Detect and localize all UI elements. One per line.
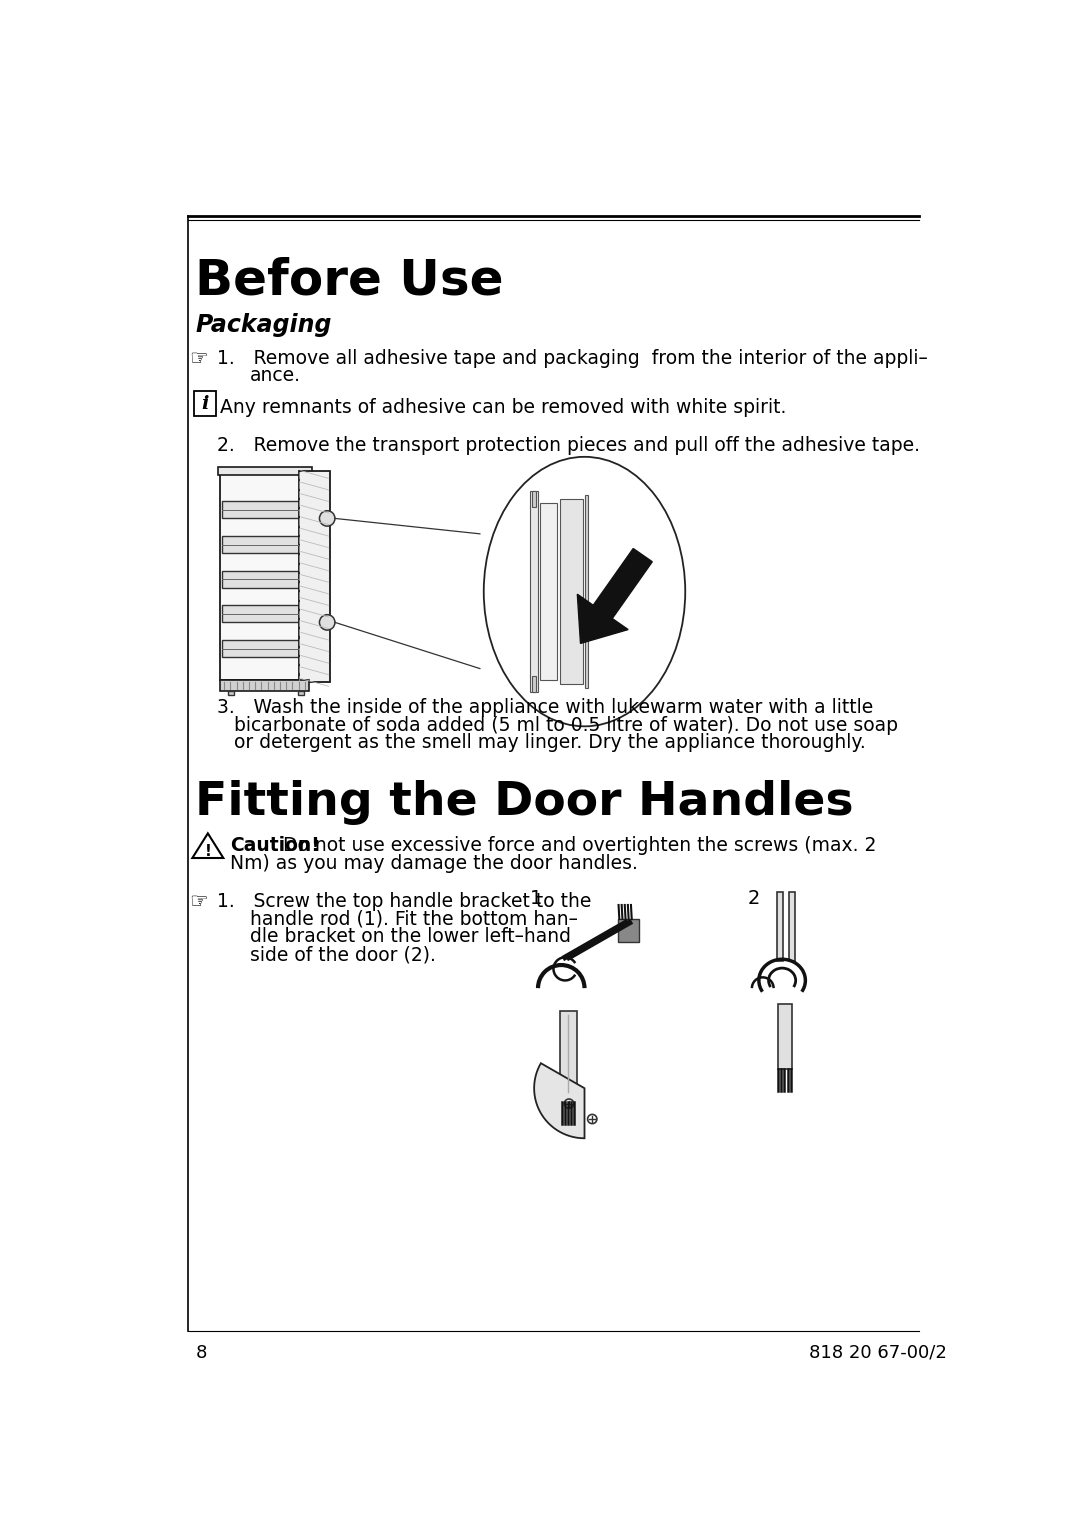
Text: 1. Remove all adhesive tape and packaging  from the interior of the appli–: 1. Remove all adhesive tape and packagin… (217, 349, 928, 368)
Bar (221, 605, 299, 622)
Bar (559, 498, 583, 683)
Circle shape (565, 1099, 573, 1109)
Polygon shape (578, 549, 652, 644)
Bar (584, 495, 589, 688)
Bar (530, 491, 538, 691)
Bar (228, 691, 234, 694)
Bar (789, 891, 795, 962)
Bar (299, 471, 330, 682)
Text: handle rod (1). Fit the bottom han–: handle rod (1). Fit the bottom han– (249, 910, 578, 928)
Bar (298, 691, 303, 694)
Circle shape (588, 1115, 597, 1124)
Bar (220, 680, 309, 691)
Text: Any remnants of adhesive can be removed with white spirit.: Any remnants of adhesive can be removed … (220, 398, 786, 416)
Bar (221, 537, 299, 553)
Text: 2: 2 (747, 888, 759, 908)
Polygon shape (192, 833, 224, 858)
Text: ☞: ☞ (189, 349, 208, 368)
Bar (218, 466, 312, 474)
Text: 2. Remove the transport protection pieces and pull off the adhesive tape.: 2. Remove the transport protection piece… (217, 436, 920, 456)
Bar (779, 1003, 793, 1069)
Text: Nm) as you may damage the door handles.: Nm) as you may damage the door handles. (230, 855, 638, 873)
Text: Packaging: Packaging (195, 313, 332, 336)
Text: or detergent as the smell may linger. Dry the appliance thoroughly.: or detergent as the smell may linger. Dr… (234, 734, 866, 752)
Bar (777, 891, 783, 962)
Text: i: i (201, 394, 208, 413)
Bar (221, 570, 299, 587)
Text: 1. Screw the top handle bracket to the: 1. Screw the top handle bracket to the (217, 891, 592, 911)
Text: 1: 1 (530, 888, 542, 908)
Text: ☞: ☞ (189, 891, 208, 911)
Ellipse shape (484, 457, 685, 726)
Text: ance.: ance. (249, 365, 300, 385)
Bar (220, 472, 309, 680)
Circle shape (320, 511, 335, 526)
Bar (531, 491, 537, 508)
Text: dle bracket on the lower left–hand: dle bracket on the lower left–hand (249, 927, 570, 946)
Bar (221, 502, 299, 518)
Text: Fitting the Door Handles: Fitting the Door Handles (195, 780, 854, 826)
Bar (557, 1096, 579, 1102)
Bar (531, 676, 537, 691)
Bar (221, 641, 299, 657)
Text: !: ! (204, 844, 212, 859)
Text: 3. Wash the inside of the appliance with lukewarm water with a little: 3. Wash the inside of the appliance with… (217, 697, 874, 717)
Text: side of the door (2).: side of the door (2). (249, 945, 435, 963)
Text: Do not use excessive force and overtighten the screws (max. 2: Do not use excessive force and overtight… (276, 836, 876, 855)
Text: Before Use: Before Use (195, 257, 504, 304)
Text: Caution!: Caution! (230, 836, 320, 855)
FancyBboxPatch shape (194, 391, 216, 416)
Circle shape (320, 615, 335, 630)
Text: bicarbonate of soda added (5 ml to 0.5 litre of water). Do not use soap: bicarbonate of soda added (5 ml to 0.5 l… (234, 716, 899, 734)
Polygon shape (535, 1063, 584, 1138)
Text: 818 20 67-00/2: 818 20 67-00/2 (809, 1344, 947, 1362)
Bar (540, 503, 556, 680)
Polygon shape (618, 919, 639, 942)
Bar (559, 1011, 577, 1096)
Text: 8: 8 (195, 1344, 207, 1362)
